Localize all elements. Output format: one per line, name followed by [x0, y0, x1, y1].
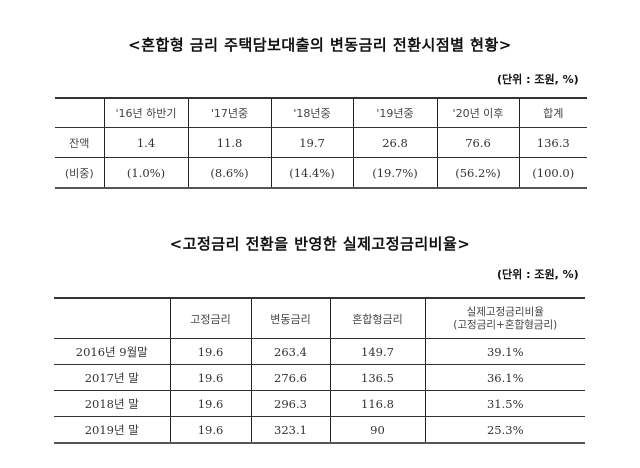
table-cell: 19.6 [169, 416, 251, 444]
header-cell: '20년 이후 [436, 97, 519, 128]
row-label: 2018년 말 [54, 390, 170, 417]
table-cell: 1.4 [103, 127, 188, 158]
header-cell: '16년 하반기 [103, 97, 188, 128]
table-cell: 31.5% [424, 390, 585, 417]
table-cell: 149.7 [329, 338, 425, 365]
table-cell: (56.2%) [436, 157, 519, 189]
table-cell: (19.7%) [352, 157, 437, 189]
table-header-row: '16년 하반기 '17년중 '18년중 '19년중 '20년 이후 합계 [55, 97, 587, 128]
table-cell: 136.3 [518, 127, 587, 158]
table-row: (비중) (1.0%) (8.6%) (14.4%) (19.7%) (56.2… [55, 157, 587, 189]
header-cell: '18년중 [270, 97, 353, 128]
table-cell: (1.0%) [103, 157, 188, 189]
header-cell: 고정금리 [169, 297, 251, 339]
table-cell: 323.1 [250, 416, 330, 444]
header-cell-ratio: 실제고정금리비율 (고정금리+혼합형금리) [424, 297, 585, 339]
header-cell: 변동금리 [250, 297, 330, 339]
table2-unit-label: (단위 : 조원, %) [497, 268, 579, 281]
table-row: 잔액 1.4 11.8 19.7 26.8 76.6 136.3 [55, 127, 587, 158]
table-cell: 19.6 [169, 364, 251, 391]
header-cell: '19년중 [352, 97, 437, 128]
header-ratio-line2: (고정금리+혼합형금리) [453, 318, 558, 331]
table-row: 2019년 말 19.6 323.1 90 25.3% [54, 416, 585, 444]
table-cell: 19.6 [169, 338, 251, 365]
table-cell: 136.5 [329, 364, 425, 391]
header-cell-empty [55, 97, 104, 128]
table-cell: 25.3% [424, 416, 585, 444]
row-label: 잔액 [55, 127, 104, 158]
table-cell: 116.8 [329, 390, 425, 417]
table2-title: <고정금리 전환을 반영한 실제고정금리비율> [169, 235, 471, 253]
table-cell: (100.0) [518, 157, 587, 189]
table-cell: 39.1% [424, 338, 585, 365]
table-cell: 263.4 [250, 338, 330, 365]
mixed-rate-conversion-table: '16년 하반기 '17년중 '18년중 '19년중 '20년 이후 합계 잔액… [55, 97, 587, 189]
header-cell: 혼합형금리 [329, 297, 425, 339]
table-cell: 76.6 [436, 127, 519, 158]
actual-fixed-rate-ratio-table: 고정금리 변동금리 혼합형금리 실제고정금리비율 (고정금리+혼합형금리) 20… [54, 297, 585, 444]
table-row: 2016년 9월말 19.6 263.4 149.7 39.1% [54, 338, 585, 365]
row-label: 2017년 말 [54, 364, 170, 391]
table1-unit-label: (단위 : 조원, %) [497, 73, 579, 86]
header-cell: 합계 [518, 97, 587, 128]
table-cell: 26.8 [352, 127, 437, 158]
table-cell: 90 [329, 416, 425, 444]
table-cell: 11.8 [187, 127, 271, 158]
table1-title: <혼합형 금리 주택담보대출의 변동금리 전환시점별 현황> [128, 36, 512, 54]
header-ratio-line1: 실제고정금리비율 [466, 305, 544, 318]
table-cell: (14.4%) [270, 157, 353, 189]
table-cell: 36.1% [424, 364, 585, 391]
row-label: 2016년 9월말 [54, 338, 170, 365]
header-cell-empty [54, 297, 170, 339]
table-cell: 276.6 [250, 364, 330, 391]
table-row: 2018년 말 19.6 296.3 116.8 31.5% [54, 390, 585, 417]
row-label: (비중) [55, 157, 104, 189]
table-header-row: 고정금리 변동금리 혼합형금리 실제고정금리비율 (고정금리+혼합형금리) [54, 297, 585, 339]
table-cell: 19.6 [169, 390, 251, 417]
row-label: 2019년 말 [54, 416, 170, 444]
table-cell: 296.3 [250, 390, 330, 417]
table-cell: (8.6%) [187, 157, 271, 189]
table-row: 2017년 말 19.6 276.6 136.5 36.1% [54, 364, 585, 391]
table-cell: 19.7 [270, 127, 353, 158]
header-cell: '17년중 [187, 97, 271, 128]
